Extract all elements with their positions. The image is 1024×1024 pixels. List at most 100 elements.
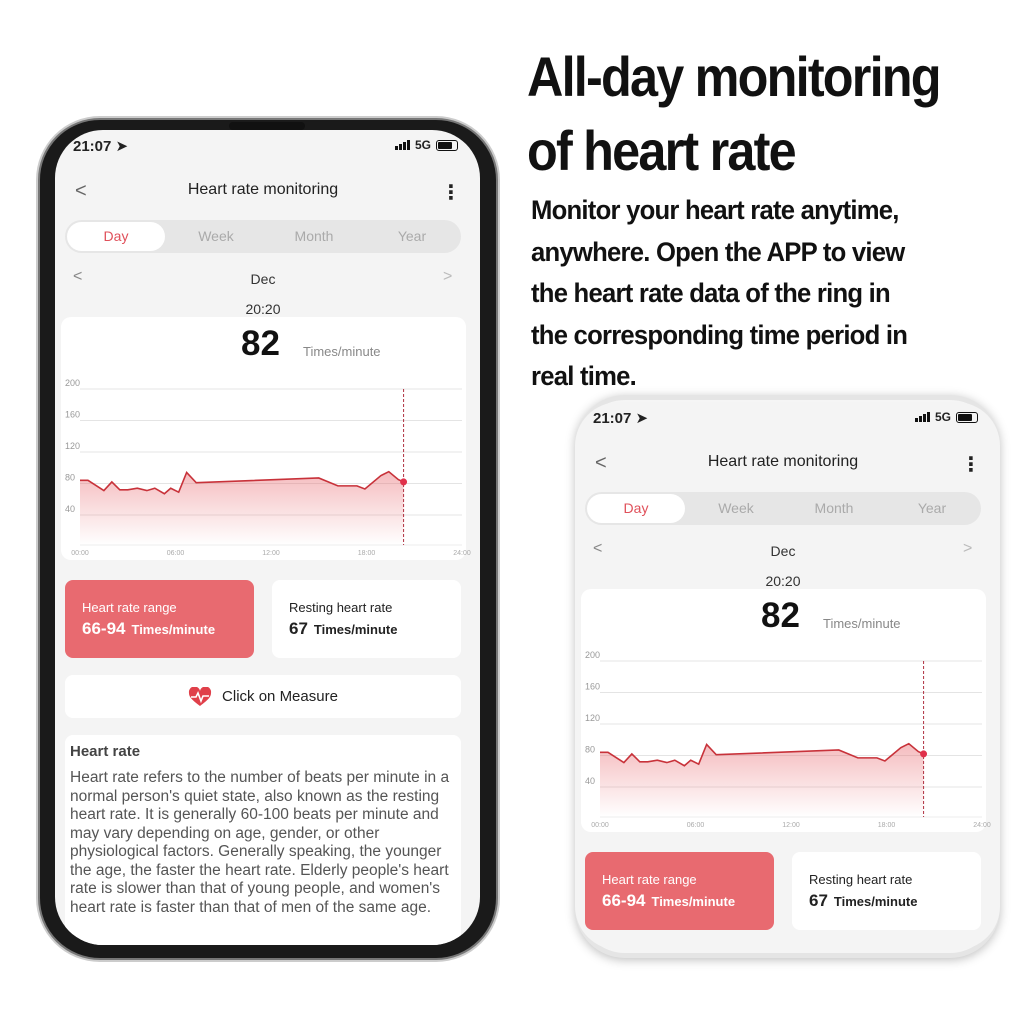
heart-rate-line (600, 742, 924, 767)
period-label: Dec (770, 543, 796, 559)
tab-month[interactable]: Month (814, 500, 854, 516)
y-tick-label: 200 (65, 378, 80, 388)
battery-icon (956, 411, 978, 423)
body-line: real time. (531, 361, 637, 391)
measure-button[interactable]: Click on Measure (65, 675, 461, 718)
y-tick-label: 80 (65, 473, 75, 483)
headline: All-day monitoring of heart rate (527, 40, 942, 188)
x-tick-label: 12:00 (262, 550, 280, 557)
status-indicators: 5G (914, 410, 978, 424)
back-button[interactable]: < (75, 180, 87, 202)
y-tick-label: 200 (585, 650, 600, 660)
info-title: Heart rate (70, 743, 141, 760)
selected-point (400, 478, 408, 486)
heart-rate-line (80, 470, 404, 495)
status-time: 21:07 ➤ (73, 138, 129, 155)
body-copy: Monitor your heart rate anytime, anywher… (531, 190, 908, 398)
range-value: 66-94 (82, 619, 126, 638)
resting-heart-rate-card: Resting heart rate 67 Times/minute (792, 852, 981, 930)
prev-period-button[interactable]: < (593, 540, 603, 557)
y-tick-label: 40 (585, 776, 595, 786)
y-tick-label: 160 (585, 682, 600, 692)
status-indicators: 5G (394, 138, 458, 152)
selected-point (920, 750, 928, 758)
range-label: Heart rate range (82, 600, 177, 615)
network-label: 5G (934, 410, 951, 424)
headline-line-2: of heart rate (527, 119, 797, 182)
heart-rate-range-card: Heart rate range 66-94 Times/minute (585, 852, 774, 930)
tab-year[interactable]: Year (397, 228, 427, 244)
location-arrow-icon: ➤ (635, 410, 649, 427)
range-unit: Times/minute (651, 894, 736, 909)
y-tick-label: 120 (65, 441, 80, 451)
measure-label: Click on Measure (222, 688, 338, 705)
selected-time: 20:20 (245, 301, 281, 317)
next-period-button[interactable]: > (443, 268, 453, 285)
signal-icon (394, 140, 410, 150)
period-label: Dec (250, 271, 276, 287)
more-menu-button[interactable]: ⋮ (441, 182, 461, 204)
range-unit: Times/minute (131, 622, 216, 637)
page-title: Heart rate monitoring (707, 453, 859, 470)
heart-rate-info-card: Heart rate Heart rate refers to the numb… (65, 735, 461, 945)
more-menu-button[interactable]: ⋮ (961, 454, 981, 476)
area-fill (600, 743, 924, 817)
resting-heart-rate-card: Resting heart rate 67 Times/minute (272, 580, 461, 658)
range-label: Heart rate range (602, 872, 697, 887)
x-tick-label: 06:00 (167, 550, 185, 557)
resting-value: 67 (809, 891, 828, 910)
range-value: 66-94 (602, 891, 646, 910)
page-title: Heart rate monitoring (187, 181, 339, 198)
selected-unit: Times/minute (823, 616, 901, 631)
resting-value: 67 (289, 619, 308, 638)
body-line: Monitor your heart rate anytime, (531, 195, 899, 225)
heart-rate-chart[interactable]: 200 160 120 80 40 00:00 06:00 12:00 18:00 24:00 (55, 375, 480, 560)
tab-day[interactable]: Day (67, 222, 165, 251)
selected-unit: Times/minute (303, 344, 381, 359)
x-tick-label: 18:00 (358, 550, 376, 557)
tab-month[interactable]: Month (294, 228, 334, 244)
tab-day[interactable]: Day (587, 494, 685, 523)
prev-period-button[interactable]: < (73, 268, 83, 285)
info-text: Heart rate refers to the number of beats… (70, 769, 450, 916)
headline-line-1: All-day monitoring (527, 45, 942, 108)
y-tick-label: 40 (65, 504, 75, 514)
x-tick-label: 06:00 (687, 822, 705, 829)
period-tabs: Day Week Month Year (585, 492, 981, 525)
selected-value: 82 (761, 596, 800, 635)
x-tick-label: 00:00 (71, 550, 89, 557)
x-tick-label: 24:00 (973, 822, 991, 829)
resting-unit: Times/minute (313, 622, 398, 637)
network-label: 5G (414, 138, 431, 152)
x-tick-label: 24:00 (453, 550, 471, 557)
heart-pulse-icon (189, 686, 212, 706)
app-screen-zoomed: 21:07 ➤ 5G < Heart rate monitoring ⋮ Day… (575, 402, 1000, 950)
x-tick-label: 12:00 (782, 822, 800, 829)
heart-rate-chart[interactable]: 200 160 120 80 40 00:00 06:00 12:00 18:00 24:00 (575, 647, 1000, 832)
body-line: anywhere. Open the APP to view (531, 236, 905, 267)
location-arrow-icon: ➤ (115, 138, 129, 155)
app-screen: 21:07 ➤ 5G < Heart rate monitoring ⋮ Day… (55, 130, 480, 945)
resting-label: Resting heart rate (289, 600, 393, 615)
body-line: the heart rate data of the ring in (531, 278, 891, 308)
signal-icon (914, 412, 930, 422)
y-tick-label: 80 (585, 745, 595, 755)
status-time: 21:07 ➤ (593, 410, 649, 427)
selected-time: 20:20 (765, 573, 801, 589)
tab-week[interactable]: Week (718, 500, 754, 516)
selected-value: 82 (241, 324, 280, 363)
battery-icon (436, 139, 458, 151)
resting-unit: Times/minute (833, 894, 918, 909)
back-button[interactable]: < (595, 452, 607, 474)
period-tabs: Day Week Month Year (65, 220, 461, 253)
x-tick-label: 18:00 (878, 822, 896, 829)
y-tick-label: 120 (585, 713, 600, 723)
x-tick-label: 00:00 (591, 822, 609, 829)
heart-rate-range-card: Heart rate range 66-94 Times/minute (65, 580, 254, 658)
next-period-button[interactable]: > (963, 540, 973, 557)
tab-week[interactable]: Week (198, 228, 234, 244)
y-tick-label: 160 (65, 410, 80, 420)
tab-year[interactable]: Year (917, 500, 947, 516)
body-line: the corresponding time period in (531, 319, 908, 350)
area-fill (80, 471, 404, 545)
